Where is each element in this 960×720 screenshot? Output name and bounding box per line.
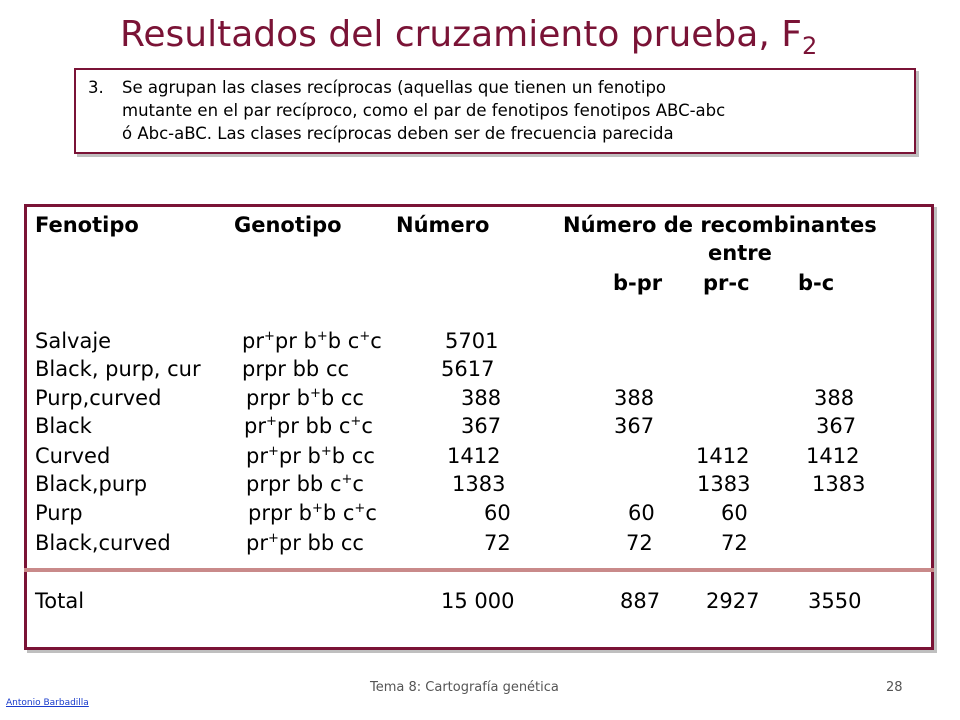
row-genotipo: pr+pr bb cc [246, 531, 364, 555]
total-numero: 15 000 [441, 589, 515, 613]
total-label: Total [35, 589, 85, 613]
row-genotipo: prpr b+b cc [246, 386, 364, 410]
row-b-c: 1383 [812, 472, 866, 496]
row-numero: 1412 [447, 444, 501, 468]
row-genotipo: prpr bb c+c [246, 472, 364, 496]
row-fenotipo: Purp,curved [35, 386, 162, 410]
note-box: 3. Se agrupan las clases recíprocas (aqu… [74, 68, 916, 154]
total-b-c: 3550 [808, 589, 862, 613]
header-recombinantes: Número de recombinantes [563, 213, 877, 237]
row-numero: 367 [461, 414, 502, 438]
row-numero: 5701 [445, 329, 499, 353]
row-b-c: 1412 [806, 444, 860, 468]
header-genotipo: Genotipo [234, 213, 342, 237]
row-b-pr: 388 [614, 386, 655, 410]
author-link[interactable]: Antonio Barbadilla [6, 698, 89, 708]
footer-topic: Tema 8: Cartografía genética [370, 680, 559, 695]
row-numero: 388 [461, 386, 502, 410]
header-b-pr: b-pr [613, 271, 663, 295]
row-pr-c: 1383 [697, 472, 751, 496]
header-pr-c: pr-c [703, 271, 750, 295]
note-text: Se agrupan las clases recíprocas (aquell… [122, 76, 912, 145]
row-pr-c: 72 [721, 531, 748, 555]
row-genotipo: pr+pr b+b c+c [242, 329, 382, 353]
row-genotipo: prpr b+b c+c [248, 501, 377, 525]
row-pr-c: 1412 [696, 444, 750, 468]
row-fenotipo: Salvaje [35, 329, 112, 353]
note-line: Se agrupan las clases recíprocas (aquell… [122, 78, 667, 97]
note-number: 3. [88, 78, 104, 97]
row-genotipo: pr+pr b+b cc [246, 444, 375, 468]
header-numero: Número [396, 213, 490, 237]
results-table [24, 204, 934, 650]
row-fenotipo: Black [35, 414, 92, 438]
row-numero: 72 [484, 531, 511, 555]
total-b-pr: 887 [620, 589, 661, 613]
row-numero: 60 [484, 501, 511, 525]
title-subscript: 2 [801, 32, 818, 61]
row-fenotipo: Black, purp, cur [35, 357, 201, 381]
row-b-pr: 367 [614, 414, 655, 438]
row-fenotipo: Purp [35, 501, 83, 525]
row-fenotipo: Black,purp [35, 472, 148, 496]
row-b-pr: 72 [626, 531, 653, 555]
row-b-pr: 60 [628, 501, 655, 525]
row-numero: 1383 [452, 472, 506, 496]
row-genotipo: pr+pr bb c+c [244, 414, 373, 438]
row-genotipo: prpr bb cc [242, 357, 350, 381]
row-fenotipo: Curved [35, 444, 111, 468]
total-pr-c: 2927 [706, 589, 760, 613]
note-line: mutante en el par recíproco, como el par… [122, 101, 726, 120]
row-b-c: 367 [816, 414, 857, 438]
header-entre: entre [708, 241, 772, 265]
note-line: ó Abc-aBC. Las clases recíprocas deben s… [122, 124, 674, 143]
header-b-c: b-c [798, 271, 835, 295]
slide-title: Resultados del cruzamiento prueba, F2 [120, 14, 818, 61]
row-b-c: 388 [814, 386, 855, 410]
total-divider [24, 568, 934, 572]
header-fenotipo: Fenotipo [35, 213, 139, 237]
row-fenotipo: Black,curved [35, 531, 171, 555]
row-numero: 5617 [441, 357, 495, 381]
page-number: 28 [886, 680, 903, 695]
row-pr-c: 60 [721, 501, 748, 525]
